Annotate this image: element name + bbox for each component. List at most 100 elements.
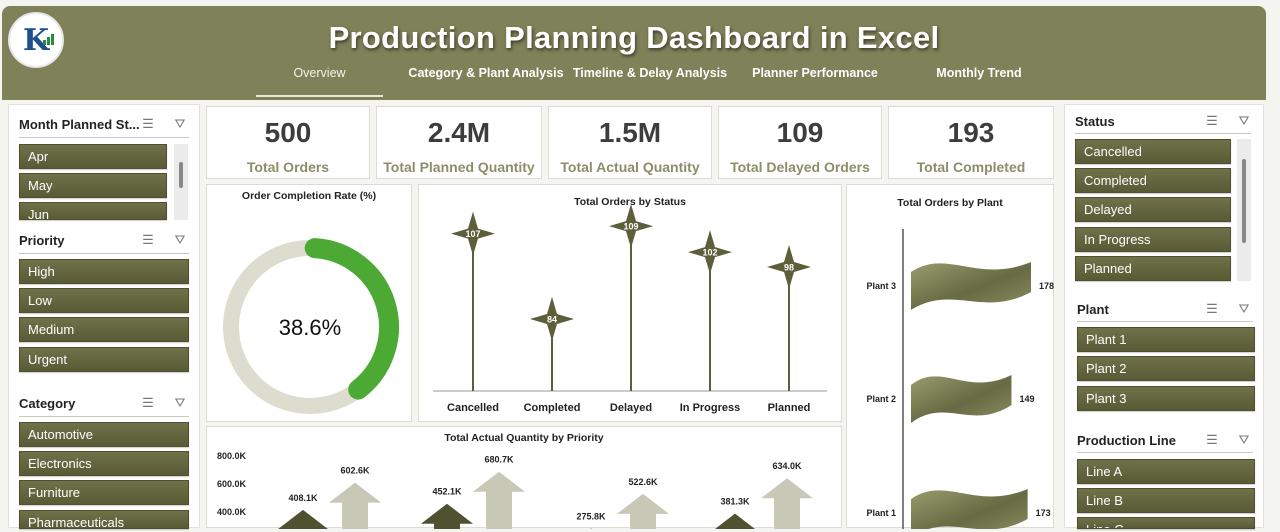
multi-select-icon[interactable]: ☰: [142, 395, 154, 410]
kpi-label: Total Orders: [246, 159, 330, 175]
kpi-total-orders: 500 Total Orders: [206, 106, 370, 179]
status-data-label: 107: [465, 229, 480, 239]
status-data-label: 84: [547, 315, 557, 325]
qty-arrow-bar: [473, 471, 525, 529]
chart-title: Order Completion Rate (%): [241, 190, 377, 202]
qty-arrow-bar: [761, 478, 813, 529]
status-star-marker: [767, 245, 811, 289]
qty-arrow-bar: [578, 528, 604, 529]
kpi-label: Total Completed: [916, 159, 1026, 175]
plant-item-3[interactable]: Plant 3: [1077, 386, 1255, 411]
kpi-value: 500: [264, 117, 312, 148]
kpi-label: Total Actual Quantity: [560, 159, 700, 175]
qty-data-label: 275.8K: [576, 511, 606, 521]
divider: [19, 416, 189, 417]
plant-item-2[interactable]: Plant 2: [1077, 356, 1255, 381]
tab-category-plant-analysis[interactable]: Category & Plant Analysis: [408, 66, 564, 80]
plant-flag-bar: [911, 375, 1012, 423]
priority-item-high[interactable]: High: [19, 259, 189, 284]
clear-filter-icon[interactable]: ⛛: [1238, 113, 1250, 128]
qty-y-tick-label: 800.0K: [217, 451, 247, 461]
qty-arrow-bar: [715, 513, 755, 529]
qty-data-label: 381.3K: [720, 497, 750, 507]
multi-select-icon[interactable]: ☰: [142, 116, 154, 131]
month-item-jun[interactable]: Jun: [19, 202, 167, 220]
status-item-cancelled[interactable]: Cancelled: [1075, 139, 1231, 164]
category-item-furniture[interactable]: Furniture: [19, 480, 189, 505]
clear-filter-icon[interactable]: ⛛: [174, 116, 186, 131]
plant-flag-bar: [911, 489, 1028, 529]
priority-item-low[interactable]: Low: [19, 288, 189, 313]
qty-data-label: 602.6K: [340, 466, 370, 476]
qty-arrow-bar: [329, 482, 381, 529]
multi-select-icon[interactable]: ☰: [1206, 113, 1218, 128]
tab-overview[interactable]: Overview: [293, 66, 346, 80]
left-slicer-panel: Month Planned St... ☰ ⛛ Apr May Jun Prio…: [8, 104, 200, 529]
chart-title: Total Orders by Status: [574, 196, 686, 208]
divider: [1077, 321, 1253, 322]
qty-y-tick-label: 400.0K: [217, 507, 247, 517]
donut-svg: 38.6%: [223, 238, 399, 414]
month-scrollbar[interactable]: [174, 144, 188, 220]
plant-svg: Plant 3 178 Plant 2 149 Plant 1 173: [866, 229, 1054, 529]
qty-data-label: 522.6K: [628, 477, 658, 487]
right-slicer-panel: Status ☰ ⛛ Cancelled Completed Delayed I…: [1064, 104, 1264, 529]
plant-slicer-title: Plant: [1077, 302, 1109, 317]
qty-arrow-bar: [278, 509, 328, 529]
category-item-pharmaceuticals[interactable]: Pharmaceuticals: [19, 510, 189, 529]
status-data-label: 98: [784, 263, 794, 273]
kpi-total-delayed-orders: 109 Total Delayed Orders: [718, 106, 882, 179]
multi-select-icon[interactable]: ☰: [1206, 301, 1218, 316]
category-item-electronics[interactable]: Electronics: [19, 451, 189, 476]
priority-slicer-title: Priority: [19, 233, 65, 248]
chart-title: Total Actual Quantity by Priority: [444, 432, 604, 444]
line-item-a[interactable]: Line A: [1077, 459, 1255, 484]
status-slicer-title: Status: [1075, 114, 1115, 129]
multi-select-icon[interactable]: ☰: [1206, 432, 1218, 447]
priority-item-urgent[interactable]: Urgent: [19, 347, 189, 372]
status-star-marker: [451, 211, 495, 256]
tab-planner-performance[interactable]: Planner Performance: [752, 66, 878, 80]
plant-category-label: Plant 1: [866, 508, 896, 518]
status-item-completed[interactable]: Completed: [1075, 168, 1231, 193]
plant-item-1[interactable]: Plant 1: [1077, 327, 1255, 352]
donut-completed-slice: [304, 238, 399, 400]
month-item-apr[interactable]: Apr: [19, 144, 167, 169]
clear-filter-icon[interactable]: ⛛: [174, 232, 186, 247]
clear-filter-icon[interactable]: ⛛: [1238, 432, 1250, 447]
qty-data-label: 680.7K: [484, 455, 514, 465]
production-line-slicer-title: Production Line: [1077, 433, 1176, 448]
line-item-b[interactable]: Line B: [1077, 488, 1255, 513]
clear-filter-icon[interactable]: ⛛: [174, 395, 186, 410]
clear-filter-icon[interactable]: ⛛: [1238, 301, 1250, 316]
status-category-label: Planned: [768, 402, 811, 414]
status-item-in-progress[interactable]: In Progress: [1075, 227, 1231, 252]
header-banner: K Production Planning Dashboard in Excel…: [2, 6, 1266, 100]
multi-select-icon[interactable]: ☰: [142, 232, 154, 247]
orders-by-status-chart: Total Orders by Status 107 Cancelled 84 Com…: [418, 184, 842, 422]
line-item-c[interactable]: Line C: [1077, 517, 1255, 529]
status-item-planned[interactable]: Planned: [1075, 256, 1231, 281]
divider: [19, 253, 189, 254]
plant-category-label: Plant 3: [866, 281, 896, 291]
status-svg: 107 Cancelled 84 Completed 109 Delayed 102 In P…: [433, 204, 827, 414]
kpi-total-planned-quantity: 2.4M Total Planned Quantity: [376, 106, 542, 179]
donut-center-label: 38.6%: [279, 315, 341, 340]
qty-svg: 800.0K 600.0K 400.0K 408.1K 452.1K 275.8K 381.…: [217, 451, 813, 529]
status-category-label: Cancelled: [447, 402, 499, 414]
kpi-value: 2.4M: [427, 117, 491, 148]
dashboard-title: Production Planning Dashboard in Excel: [328, 20, 940, 55]
tab-monthly-trend[interactable]: Monthly Trend: [936, 66, 1022, 80]
plant-flag-bar: [911, 262, 1031, 310]
priority-item-medium[interactable]: Medium: [19, 317, 189, 342]
tab-timeline-delay-analysis[interactable]: Timeline & Delay Analysis: [572, 66, 728, 80]
kpi-label: Total Delayed Orders: [730, 159, 870, 175]
plant-data-label: 178: [1039, 281, 1054, 291]
plant-data-label: 149: [1019, 394, 1034, 404]
status-item-delayed[interactable]: Delayed: [1075, 197, 1231, 222]
completion-rate-chart: Order Completion Rate (%) 38.6%: [206, 184, 412, 422]
month-item-may[interactable]: May: [19, 173, 167, 198]
category-item-automotive[interactable]: Automotive: [19, 422, 189, 447]
status-scrollbar[interactable]: [1237, 139, 1251, 281]
